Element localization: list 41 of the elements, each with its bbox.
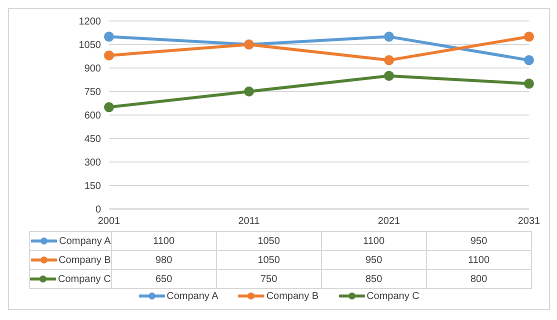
point [524, 32, 534, 42]
x-tick-label: 2031 [518, 216, 541, 228]
legend-label: Company B [30, 250, 112, 270]
legend-label: Company A [30, 232, 112, 250]
point [104, 102, 114, 112]
y-tick-label: 600 [84, 110, 102, 122]
text: Company B [266, 291, 319, 302]
data-label: 650 [111, 270, 216, 288]
data-label: 1100 [426, 250, 532, 270]
data-label: 1050 [216, 250, 322, 270]
point [244, 86, 254, 96]
data-label: 800 [426, 270, 532, 288]
x-tick-label: 2001 [98, 216, 121, 228]
data-label: 950 [426, 232, 532, 250]
point [384, 70, 394, 81]
data-label: 1050 [216, 232, 322, 250]
y-tick-label: 900 [84, 64, 102, 75]
text: Company A [166, 291, 218, 302]
data-label: 1100 [111, 232, 216, 250]
point [104, 50, 114, 60]
point [104, 32, 114, 42]
point [524, 55, 534, 66]
text: Company C [366, 291, 420, 302]
point [384, 55, 394, 66]
data-label: 980 [111, 250, 216, 270]
y-tick-label: 1050 [78, 40, 102, 52]
legend-label: Company C [30, 270, 112, 288]
point [524, 78, 534, 89]
y-tick-label: 150 [84, 181, 102, 192]
y-tick-label: 450 [84, 134, 102, 146]
point [384, 32, 394, 42]
data-label: 750 [216, 270, 322, 288]
x-tick-label: 2011 [238, 216, 260, 228]
y-tick-label: 0 [95, 204, 102, 216]
y-tick-label: 750 [84, 87, 102, 98]
data-label: 850 [321, 270, 426, 288]
y-tick-label: 300 [84, 158, 102, 169]
data-label: 1100 [321, 232, 426, 250]
data-label: 950 [321, 250, 426, 270]
x-tick-label: 2021 [378, 216, 401, 228]
y-tick-label: 1200 [78, 16, 102, 28]
